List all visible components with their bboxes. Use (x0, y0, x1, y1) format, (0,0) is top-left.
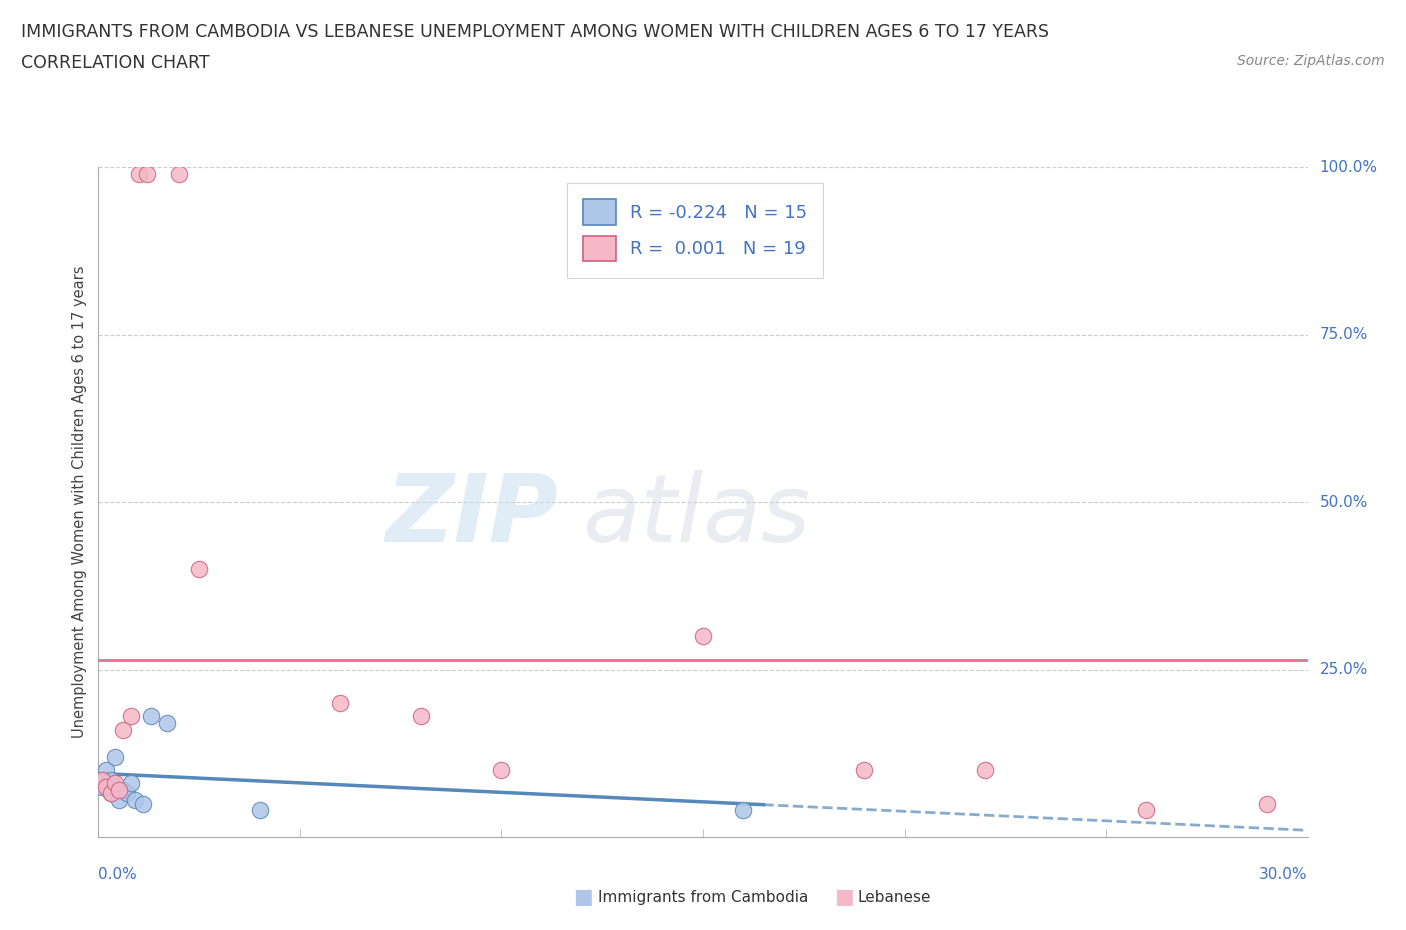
Point (120, 709, 142, 724)
Point (139, 709, 162, 724)
Point (1256, 796, 1278, 811)
Point (107, 792, 129, 807)
Text: 75.0%: 75.0% (1320, 327, 1368, 342)
Text: 30.0%: 30.0% (1260, 867, 1308, 883)
Point (853, 763, 876, 777)
Point (733, 803, 755, 817)
Point (167, 166, 190, 181)
Point (115, 786, 138, 801)
Point (100, 786, 122, 801)
Point (1135, 803, 1157, 817)
Point (96, 763, 118, 777)
Text: ■: ■ (574, 887, 593, 908)
Point (249, 803, 271, 817)
Point (103, 750, 125, 764)
Point (111, 783, 134, 798)
Text: 0.0%: 0.0% (98, 867, 138, 883)
Text: Source: ZipAtlas.com: Source: ZipAtlas.com (1237, 54, 1385, 68)
Text: Immigrants from Cambodia: Immigrants from Cambodia (598, 890, 808, 905)
Point (156, 716, 179, 731)
Point (111, 723, 134, 737)
Point (91, 773, 114, 788)
Text: ■: ■ (834, 887, 853, 908)
Text: 50.0%: 50.0% (1320, 495, 1368, 510)
Point (135, 166, 157, 181)
Point (491, 763, 513, 777)
Point (128, 166, 150, 181)
Text: atlas: atlas (582, 470, 810, 561)
Text: 100.0%: 100.0% (1320, 160, 1378, 175)
Point (96, 779, 118, 794)
Text: IMMIGRANTS FROM CAMBODIA VS LEBANESE UNEMPLOYMENT AMONG WOMEN WITH CHILDREN AGES: IMMIGRANTS FROM CAMBODIA VS LEBANESE UNE… (21, 23, 1049, 41)
Point (100, 786, 122, 801)
Point (409, 709, 432, 724)
Y-axis label: Unemployment Among Women with Children Ages 6 to 17 years: Unemployment Among Women with Children A… (72, 266, 87, 738)
Point (103, 776, 125, 790)
Point (329, 696, 352, 711)
Text: 25.0%: 25.0% (1320, 662, 1368, 677)
Text: CORRELATION CHART: CORRELATION CHART (21, 54, 209, 72)
Point (124, 792, 146, 807)
Text: Lebanese: Lebanese (858, 890, 931, 905)
Text: ZIP: ZIP (385, 470, 558, 562)
Point (100, 773, 122, 788)
Point (91, 779, 114, 794)
Point (974, 763, 997, 777)
Point (107, 783, 129, 798)
Point (132, 796, 155, 811)
Point (188, 562, 211, 577)
Point (692, 629, 714, 644)
Legend: R = -0.224   N = 15, R =  0.001   N = 19: R = -0.224 N = 15, R = 0.001 N = 19 (567, 183, 824, 277)
Point (120, 776, 142, 790)
